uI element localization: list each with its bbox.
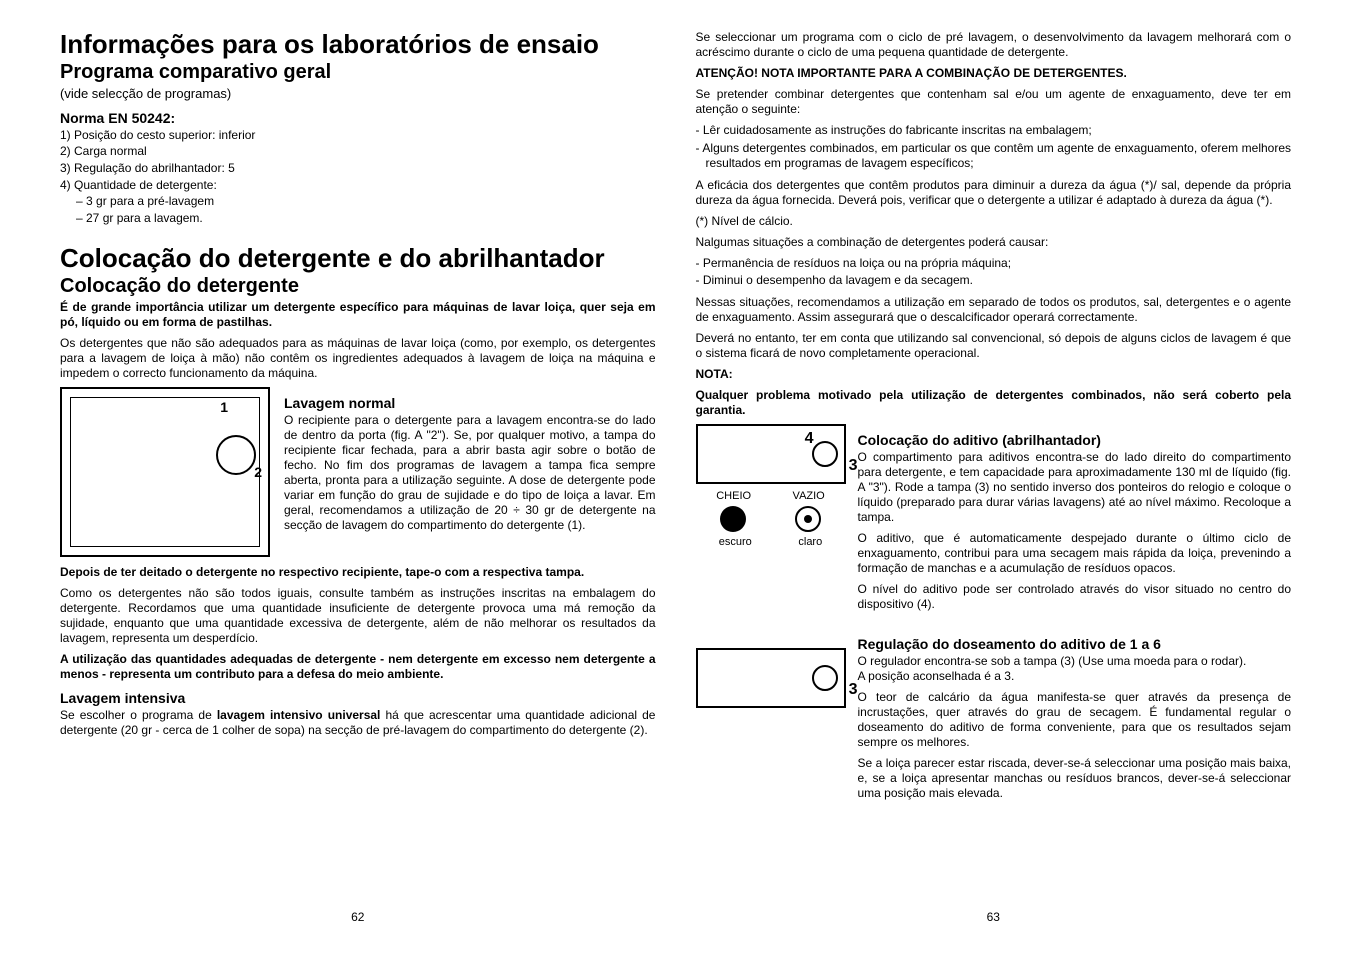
label-vazio: VAZIO <box>793 490 825 502</box>
aditivo-p3: O nível do aditivo pode ser controlado a… <box>858 582 1292 612</box>
cap-circle-icon <box>812 441 838 467</box>
diagram-label-1: 1 <box>220 399 228 415</box>
detergent-paragraph: Os detergentes que não são adequados par… <box>60 336 656 381</box>
diagram-row: 1 2 Lavagem normal O recipiente para o d… <box>60 387 656 557</box>
aditivo-heading: Colocação do aditivo (abrilhantador) <box>858 432 1292 448</box>
regulacao-diagram-col: 3 <box>696 628 846 807</box>
right-p5: Nalgumas situações a combinação de deter… <box>696 235 1292 250</box>
title-main-1: Informações para os laboratórios de ensa… <box>60 30 656 59</box>
norma-item: 2) Carga normal <box>60 144 656 160</box>
label-escuro: escuro <box>719 536 752 548</box>
regulacao-section: 3 Regulação do doseamento do aditivo de … <box>696 628 1292 807</box>
lavagem-intensiva-text: Se escolher o programa de lavagem intens… <box>60 708 656 738</box>
right-p2: Se pretender combinar detergentes que co… <box>696 87 1292 117</box>
depois-heading: Depois de ter deitado o detergente no re… <box>60 565 656 580</box>
regulacao-text-col: Regulação do doseamento do aditivo de 1 … <box>858 628 1292 807</box>
atencao-heading: ATENÇÃO! NOTA IMPORTANTE PARA A COMBINAÇ… <box>696 66 1292 81</box>
indicator-light-icon <box>795 506 821 532</box>
diagram-num-3b: 3 <box>849 681 858 699</box>
norma-subitem: – 27 gr para a lavagem. <box>60 211 656 227</box>
cap-circle-icon <box>812 665 838 691</box>
reg-p3: O teor de calcário da água manifesta-se … <box>858 690 1292 750</box>
aditivo-p2: O aditivo, que é automaticamente despeja… <box>858 531 1292 576</box>
label-cheio: CHEIO <box>716 490 751 502</box>
lav-int-pre: Se escolher o programa de <box>60 708 217 722</box>
lavagem-normal-heading: Lavagem normal <box>284 395 656 411</box>
lavagem-normal-text: O recipiente para o detergente para a la… <box>284 413 656 533</box>
norma-heading: Norma EN 50242: <box>60 110 656 126</box>
reg-p1: O regulador encontra-se sob a tampa (3) … <box>858 654 1292 669</box>
lavagem-intensiva-heading: Lavagem intensiva <box>60 690 656 706</box>
reg-p4: Se a loiça parecer estar riscada, dever-… <box>858 756 1292 801</box>
bullet-item: Permanência de resíduos na loiça ou na p… <box>706 256 1292 272</box>
right-p4: (*) Nível de cálcio. <box>696 214 1292 229</box>
bullet-item: Lêr cuidadosamente as instruções do fabr… <box>706 123 1292 139</box>
indicator-labels-bottom: escuro claro <box>696 536 846 548</box>
nota-text: Qualquer problema motivado pela utilizaç… <box>696 388 1292 418</box>
right-p3: A eficácia dos detergentes que contêm pr… <box>696 178 1292 208</box>
subtitle-note: (vide selecção de programas) <box>60 86 656 102</box>
compartment-diagram: 4 3 <box>696 424 846 484</box>
lav-int-bold: lavagem intensivo universal <box>217 708 381 722</box>
bullets-1: Lêr cuidadosamente as instruções do fabr… <box>696 123 1292 172</box>
diagram-num-3: 3 <box>849 457 858 475</box>
compartment-diagram-2: 3 <box>696 648 846 708</box>
right-p1: Se seleccionar um programa com o ciclo d… <box>696 30 1292 60</box>
bullet-item: Alguns detergentes combinados, em partic… <box>706 141 1292 172</box>
nota-heading: NOTA: <box>696 367 1292 382</box>
aditivo-p1: O compartimento para aditivos encontra-s… <box>858 450 1292 525</box>
regulacao-heading: Regulação do doseamento do aditivo de 1 … <box>858 636 1292 652</box>
page-left: Informações para os laboratórios de ensa… <box>40 30 676 924</box>
reg-p2: A posição aconselhada é a 3. <box>858 669 1292 684</box>
page-right: Se seleccionar um programa com o ciclo d… <box>676 30 1312 924</box>
diagram-label-2: 2 <box>254 464 262 480</box>
label-claro: claro <box>798 536 822 548</box>
diagram-num-4: 4 <box>805 430 814 448</box>
right-p6: Nessas situações, recomendamos a utiliza… <box>696 295 1292 325</box>
page-number-left: 62 <box>351 910 364 924</box>
important-text: É de grande importância utilizar um dete… <box>60 300 656 330</box>
indicator-circles <box>696 506 846 532</box>
right-p7: Deverá no entanto, ter em conta que util… <box>696 331 1292 361</box>
norma-item: 3) Regulação do abrilhantador: 5 <box>60 161 656 177</box>
aditivo-diagram-col: 4 3 CHEIO VAZIO escuro claro <box>696 424 846 618</box>
detergent-diagram: 1 2 <box>60 387 270 557</box>
norma-list: 1) Posição do cesto superior: inferior 2… <box>60 128 656 227</box>
title-main-2: Colocação do detergente e do abrilhantad… <box>60 244 656 273</box>
aditivo-section: 4 3 CHEIO VAZIO escuro claro Colocação d… <box>696 424 1292 618</box>
norma-subitem: – 3 gr para a pré-lavagem <box>60 194 656 210</box>
aditivo-text-col: Colocação do aditivo (abrilhantador) O c… <box>858 424 1292 618</box>
bullet-item: Diminui o desempenho da lavagem e da sec… <box>706 273 1292 289</box>
adequadas-text: A utilização das quantidades adequadas d… <box>60 652 656 682</box>
subtitle-1: Programa comparativo geral <box>60 61 656 84</box>
subtitle-2: Colocação do detergente <box>60 275 656 298</box>
norma-item: 1) Posição do cesto superior: inferior <box>60 128 656 144</box>
indicator-labels-top: CHEIO VAZIO <box>696 490 846 502</box>
indicator-dark-icon <box>720 506 746 532</box>
bullets-2: Permanência de resíduos na loiça ou na p… <box>696 256 1292 289</box>
diagram-circle-icon <box>216 435 256 475</box>
norma-item: 4) Quantidade de detergente: <box>60 178 656 194</box>
page-number-right: 63 <box>987 910 1000 924</box>
lavagem-normal-block: Lavagem normal O recipiente para o deter… <box>284 387 656 557</box>
depois-text: Como os detergentes não são todos iguais… <box>60 586 656 646</box>
